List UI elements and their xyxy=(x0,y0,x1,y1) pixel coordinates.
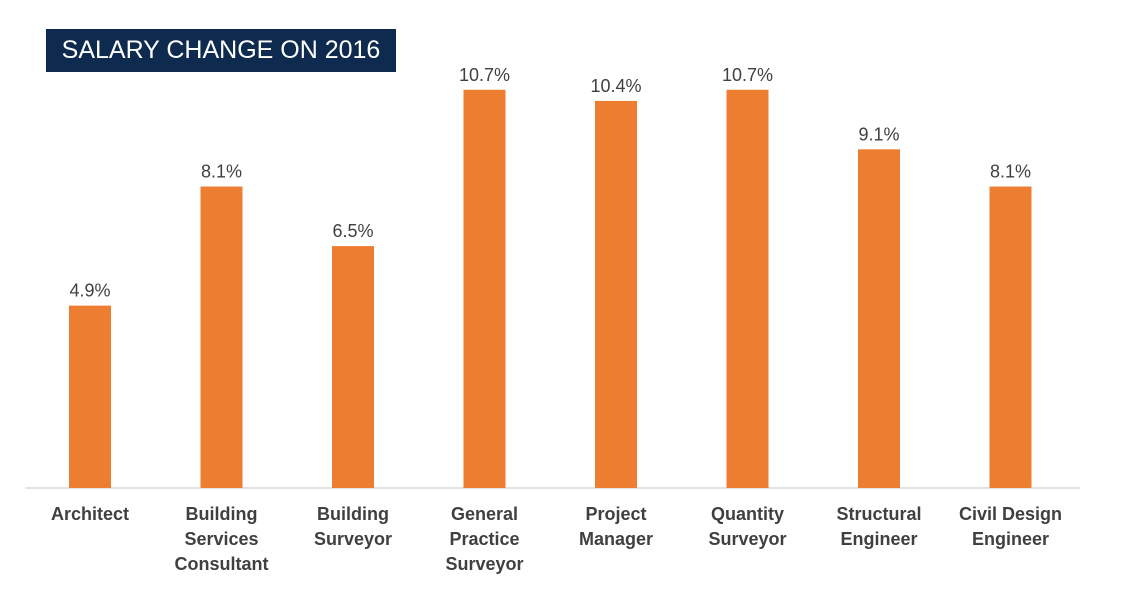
category-label-line: Consultant xyxy=(175,554,269,574)
value-label-4: 10.4% xyxy=(590,76,641,96)
category-label-7: Civil Design Engineer xyxy=(959,504,1062,549)
chart-title-box: SALARY CHANGE ON 2016 xyxy=(46,29,396,72)
category-label-line: Project xyxy=(585,504,646,524)
chart-title: SALARY CHANGE ON 2016 xyxy=(61,36,381,64)
value-labels-group: 4.9% 8.1% 6.5% 10.7% 10.4% 10.7% 9.1% 8.1% xyxy=(69,65,1031,301)
value-label-3: 10.7% xyxy=(459,65,510,85)
value-label-7: 8.1% xyxy=(990,162,1031,182)
bar-3 xyxy=(463,89,506,488)
category-label-0: Architect xyxy=(51,504,129,524)
category-label-6: Structural Engineer xyxy=(836,504,921,549)
value-label-2: 6.5% xyxy=(332,221,373,241)
category-label-5: Quantity Surveyor xyxy=(708,504,786,549)
bar-2 xyxy=(332,246,374,488)
bars-group xyxy=(69,89,1032,489)
bar-0 xyxy=(69,305,111,488)
category-label-3: General Practice Surveyor xyxy=(445,504,523,574)
category-label-line: Building xyxy=(186,504,258,524)
category-label-2: Building Surveyor xyxy=(314,504,392,549)
category-label-line: Surveyor xyxy=(708,529,786,549)
category-label-line: Practice xyxy=(449,529,519,549)
bar-4 xyxy=(595,100,637,488)
category-label-line: Manager xyxy=(579,529,653,549)
bar-6 xyxy=(858,149,900,489)
category-label-4: Project Manager xyxy=(579,504,653,549)
category-label-line: Civil Design xyxy=(959,504,1062,524)
category-label-line: Quantity xyxy=(711,504,784,524)
bar-7 xyxy=(989,186,1032,488)
bar-5 xyxy=(726,89,769,488)
value-label-6: 9.1% xyxy=(858,124,899,144)
category-label-line: Services xyxy=(184,529,258,549)
category-label-line: Building xyxy=(317,504,389,524)
bar-1 xyxy=(200,186,243,488)
category-label-line: Surveyor xyxy=(314,529,392,549)
category-label-line: Engineer xyxy=(840,529,917,549)
category-label-line: Structural xyxy=(836,504,921,524)
category-labels-group: Architect Building Services ConsultantBuild… xyxy=(51,504,1062,574)
category-label-line: General xyxy=(451,504,518,524)
category-label-line: Architect xyxy=(51,504,129,524)
category-label-line: Surveyor xyxy=(445,554,523,574)
value-label-1: 8.1% xyxy=(201,162,242,182)
category-label-1: Building Services Consultant xyxy=(175,504,269,574)
category-label-line: Engineer xyxy=(972,529,1049,549)
value-label-0: 4.9% xyxy=(69,281,110,301)
value-label-5: 10.7% xyxy=(722,65,773,85)
